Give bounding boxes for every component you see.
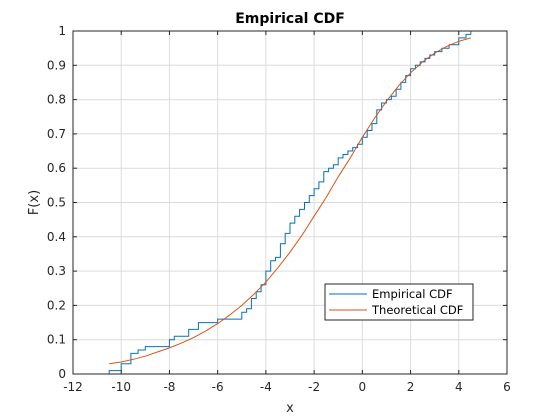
- y-tick-label: 0.7: [47, 127, 66, 141]
- x-tick-label: 0: [359, 380, 367, 394]
- x-tick-label: -6: [212, 380, 224, 394]
- legend-label-theoretical: Theoretical CDF: [371, 303, 463, 317]
- y-tick-label: 0.1: [47, 333, 66, 347]
- y-tick-label: 0: [58, 367, 66, 381]
- y-tick-label: 0.5: [47, 196, 66, 210]
- x-tick-label: 2: [407, 380, 415, 394]
- y-tick-label: 0.9: [47, 58, 66, 72]
- x-tick-label: -10: [111, 380, 131, 394]
- y-tick-label: 0.3: [47, 264, 66, 278]
- series-group: [108, 31, 472, 374]
- series-line-theoretical: [109, 37, 471, 365]
- y-tick-label: 0.4: [47, 230, 66, 244]
- legend: Empirical CDF Theoretical CDF: [324, 283, 474, 321]
- x-tick-label: -2: [308, 380, 320, 394]
- chart-title: Empirical CDF: [235, 11, 345, 27]
- x-tick-label: -8: [163, 380, 175, 394]
- ticks: -12 -10 -8 -6 -4 -2 0 2 4 6 0 0.1 0.2 0.3 0.4 0.5 0.6 0.7…: [47, 24, 511, 394]
- legend-label-empirical: Empirical CDF: [372, 287, 453, 301]
- x-tick-label: 6: [503, 380, 511, 394]
- x-tick-label: 4: [455, 380, 463, 394]
- x-tick-label: -4: [260, 380, 272, 394]
- y-axis-label: F(x): [27, 190, 42, 215]
- y-tick-label: 1: [58, 24, 66, 38]
- y-tick-label: 0.6: [47, 161, 66, 175]
- x-axis-label: x: [286, 401, 294, 416]
- series-line-empirical: [108, 31, 472, 374]
- legend-box: [324, 283, 474, 321]
- y-tick-label: 0.8: [47, 93, 66, 107]
- y-tick-label: 0.2: [47, 298, 66, 312]
- x-tick-label: -12: [63, 380, 83, 394]
